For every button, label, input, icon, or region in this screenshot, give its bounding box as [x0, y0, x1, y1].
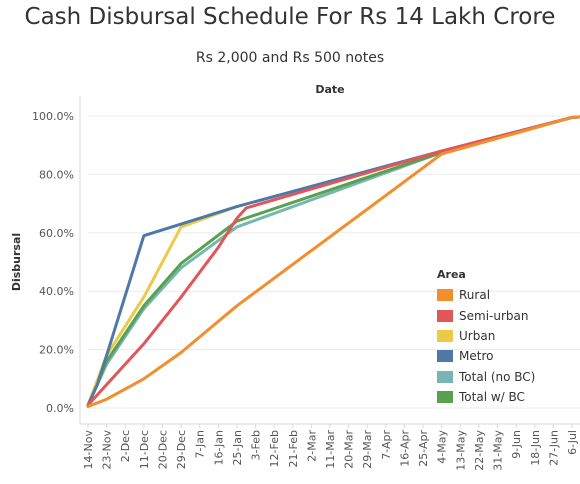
y-tick-label: 80.0%: [39, 168, 74, 181]
y-tick-label: 0.0%: [46, 402, 74, 415]
x-tick-label: 3-Feb: [250, 430, 263, 460]
chart-subtitle: Rs 2,000 and Rs 500 notes: [195, 50, 385, 66]
legend-swatch: [437, 370, 453, 383]
legend-item: Total w/ BC: [437, 387, 535, 407]
series-line-rural: [86, 115, 580, 409]
x-tick-label: 11-Dec: [138, 430, 151, 469]
x-tick-label: 13-May: [454, 430, 467, 471]
legend-item: Urban: [437, 326, 535, 346]
legend-item: Semi-urban: [437, 305, 535, 325]
y-tick-label: 40.0%: [39, 285, 74, 298]
x-tick-label: 23-Nov: [101, 430, 114, 470]
x-tick-label: 4-May: [436, 430, 449, 464]
legend-swatch: [437, 391, 453, 404]
x-tick-label: 11-Mar: [324, 430, 337, 469]
legend-item: Total (no BC): [437, 367, 535, 387]
legend-label: Total w/ BC: [459, 390, 525, 405]
x-tick-label: 18-Jun: [529, 430, 542, 466]
legend-label: Semi-urban: [459, 308, 529, 323]
x-tick-label: 7-Jan: [194, 430, 207, 459]
x-tick-label: 14-Nov: [82, 430, 95, 470]
legend-label: Total (no BC): [459, 369, 536, 384]
legend-swatch: [437, 329, 453, 342]
x-tick-label: 2-Dec: [119, 430, 132, 462]
legend-item: Rural: [437, 285, 535, 305]
legend-label: Urban: [459, 328, 496, 343]
x-tick-label: 25-Jan: [231, 430, 244, 466]
legend-title: Area: [437, 268, 466, 281]
x-tick-label: 21-Feb: [287, 430, 300, 467]
legend-label: Metro: [459, 349, 494, 364]
x-tick-label: 9-Jun: [510, 430, 523, 459]
x-tick-label: 16-Apr: [398, 430, 411, 467]
x-tick-label: 25-Apr: [417, 430, 430, 467]
x-axis-header: Date: [315, 83, 345, 96]
x-tick-label: 29-Dec: [175, 430, 188, 469]
y-tick-label: 20.0%: [39, 344, 74, 357]
chart-title: Cash Disbursal Schedule For Rs 14 Lakh C…: [24, 4, 556, 30]
x-tick-label: 16-Jan: [212, 430, 225, 466]
x-tick-label: 2-Mar: [305, 430, 318, 462]
legend-swatch: [437, 350, 453, 363]
x-tick-label: 20-Mar: [343, 430, 356, 469]
x-tick-label: 22-May: [473, 430, 486, 471]
x-tick-label: 27-Jun: [547, 430, 560, 466]
x-tick-label: 12-Feb: [268, 430, 281, 467]
x-tick-label: 6-Jul: [566, 430, 579, 455]
legend-swatch: [437, 289, 453, 302]
x-tick-label: 31-May: [492, 430, 505, 471]
legend-swatch: [437, 309, 453, 322]
legend: Area Rural Semi-urban Urban Metro Total (no …: [437, 268, 535, 407]
y-axis-label: Disbursal: [10, 233, 23, 291]
y-tick-label: 60.0%: [39, 227, 74, 240]
x-tick-label: 7-Apr: [380, 430, 393, 460]
x-tick-label: 20-Dec: [156, 430, 169, 469]
legend-label: Rural: [459, 288, 491, 303]
legend-item: Metro: [437, 346, 535, 366]
x-tick-label: 29-Mar: [361, 430, 374, 469]
y-tick-label: 100.0%: [32, 110, 74, 123]
